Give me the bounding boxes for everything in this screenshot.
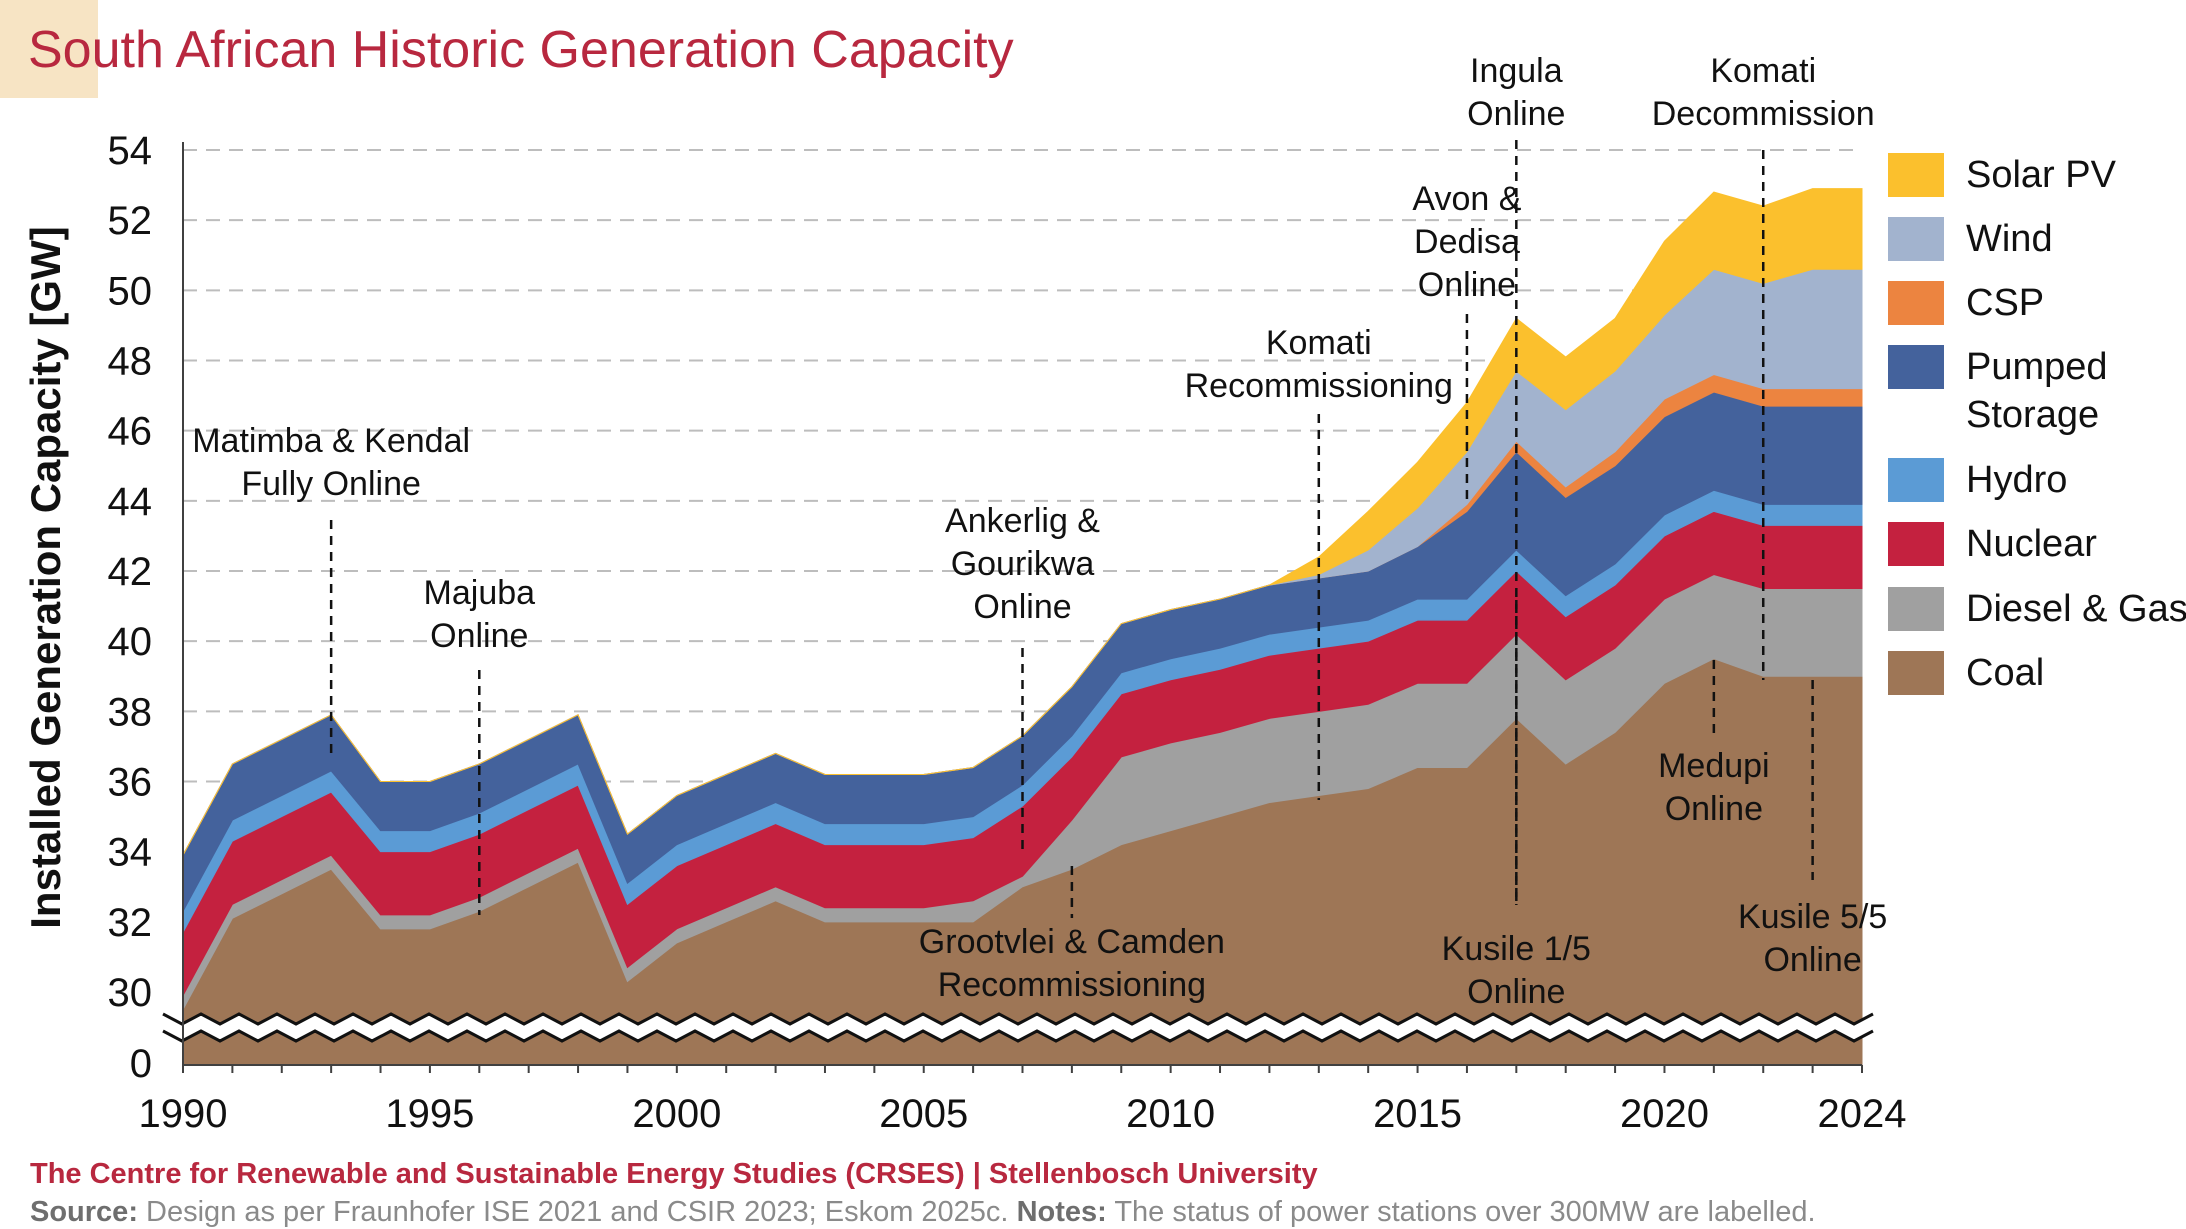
y-tick-label: 32: [108, 901, 153, 945]
annotation-label: Fully Online: [241, 465, 421, 503]
legend-swatch: [1888, 587, 1944, 631]
annotation-label: Online: [1467, 95, 1565, 133]
axis-break-band: [163, 1014, 1873, 1041]
x-tick-label: 1995: [385, 1092, 474, 1136]
annotation-label: Majuba: [424, 574, 536, 612]
axis-break-line: [162, 1012, 1874, 1026]
annotation-label: Online: [1763, 941, 1861, 979]
annotation-label: Kusile 5/5: [1738, 898, 1887, 936]
annotation-label: Matimba & Kendal: [192, 422, 470, 460]
x-tick-label: 2020: [1620, 1092, 1709, 1136]
y-tick-label: 30: [108, 971, 153, 1015]
legend-swatch: [1888, 153, 1944, 197]
annotation-label: Ingula: [1470, 52, 1563, 90]
x-tick-label: 2000: [632, 1092, 721, 1136]
legend: Solar PV Wind CSP Pumped Storage Hydro Nuclear…: [1888, 153, 2186, 695]
y-tick-label: 44: [108, 480, 153, 524]
x-tick-label: 2005: [879, 1092, 968, 1136]
annotation-label: Online: [973, 588, 1071, 626]
y-tick-label: 48: [108, 340, 153, 384]
y-tick-label: 54: [108, 129, 153, 173]
annotation-label: Online: [1665, 790, 1763, 828]
annotation-label: Gourikwa: [951, 545, 1095, 583]
legend-swatch: [1888, 281, 1944, 325]
annotation-label: Medupi: [1658, 747, 1770, 785]
legend-label: Wind: [1966, 218, 2053, 260]
y-tick-label: 38: [108, 690, 153, 734]
source-text: Design as per Fraunhofer ISE 2021 and CS…: [146, 1196, 1009, 1228]
annotation-label: Dedisa: [1414, 223, 1520, 261]
legend-label: Storage: [1966, 394, 2099, 436]
annotation-label: Recommissioning: [938, 966, 1206, 1004]
footer-credit: The Centre for Renewable and Sustainable…: [30, 1158, 1318, 1190]
notes-label: Notes:: [1016, 1196, 1107, 1228]
source-label: Source:: [30, 1196, 138, 1228]
y-tick-label: 50: [108, 269, 153, 313]
legend-swatch: [1888, 522, 1944, 566]
annotation-label: Recommissioning: [1185, 367, 1453, 405]
annotation-label: Online: [1467, 973, 1565, 1011]
y-tick-label: 52: [108, 199, 153, 243]
legend-label: Pumped: [1966, 346, 2108, 388]
annotations: Matimba & Kendal Fully Online Majuba Online…: [192, 52, 1887, 1011]
legend-label: Hydro: [1966, 459, 2067, 501]
x-tick-label: 2024: [1818, 1092, 1907, 1136]
footer-source: Source: Design as per Fraunhofer ISE 202…: [30, 1196, 1816, 1229]
annotation-label: Grootvlei & Camden: [919, 923, 1225, 961]
axis-break-line: [162, 1029, 1874, 1043]
annotation-label: Avon &: [1412, 180, 1521, 218]
title-accent-block: [0, 0, 98, 98]
y-tick-label: 34: [108, 831, 153, 875]
annotation-label: Online: [430, 617, 528, 655]
x-tick-label: 2010: [1126, 1092, 1215, 1136]
area-solar-pv: [182, 188, 1863, 856]
y-tick-label: 0: [130, 1042, 152, 1086]
axes: 1990 1995 2000 2005 2010 2015 2020 2024 0 30 32 34 3…: [22, 129, 1906, 1136]
y-tick-label: 42: [108, 550, 153, 594]
annotation-label: Ankerlig &: [945, 502, 1100, 540]
y-tick-label: 36: [108, 761, 153, 805]
notes-text: The status of power stations over 300MW …: [1114, 1196, 1816, 1228]
legend-label: CSP: [1966, 282, 2044, 324]
y-tick-label: 40: [108, 620, 153, 664]
annotation-label: Komati: [1710, 52, 1816, 90]
legend-swatch: [1888, 345, 1944, 389]
x-tick-label: 2015: [1373, 1092, 1462, 1136]
legend-label: Solar PV: [1966, 154, 2117, 196]
legend-label: Nuclear: [1966, 523, 2097, 565]
legend-swatch: [1888, 458, 1944, 502]
stacked-areas: [182, 188, 1863, 1066]
y-axis-label: Installed Generation Capacity [GW]: [22, 226, 69, 928]
x-tick-label: 1990: [139, 1092, 228, 1136]
chart-title: South African Historic Generation Capaci…: [28, 21, 1014, 79]
annotation-label: Kusile 1/5: [1442, 930, 1591, 968]
annotation-label: Online: [1418, 266, 1516, 304]
legend-swatch: [1888, 217, 1944, 261]
annotation-label: Decommission: [1652, 95, 1875, 133]
legend-swatch: [1888, 651, 1944, 695]
legend-label: Coal: [1966, 652, 2044, 694]
axis-break: [162, 1012, 1874, 1043]
y-tick-label: 46: [108, 410, 153, 454]
annotation-label: Komati: [1266, 324, 1372, 362]
legend-label: Diesel & Gas: [1966, 588, 2186, 630]
